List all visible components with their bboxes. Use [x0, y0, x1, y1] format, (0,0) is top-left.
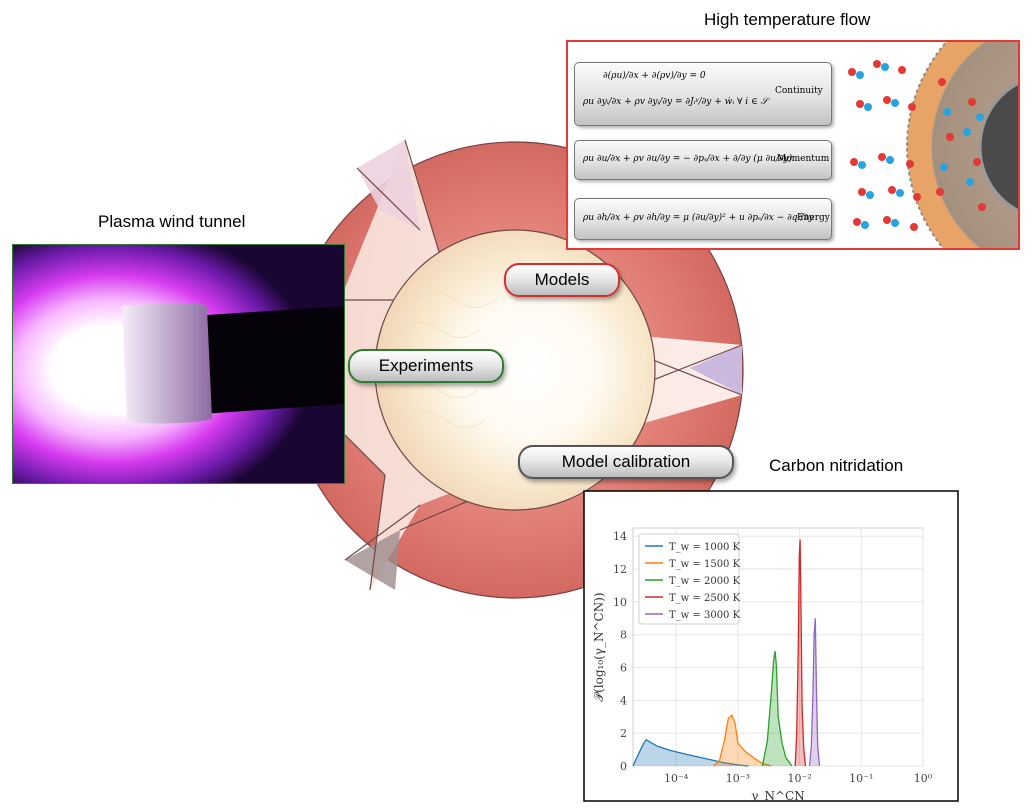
bottom-grey-segment — [345, 530, 400, 590]
momentum-equation-box: ρu ∂u/∂x + ρv ∂u/∂y = − ∂pₛ/∂x + ∂/∂y (μ… — [574, 140, 832, 180]
legend-entry: T_w = 2500 K — [669, 593, 741, 604]
legend-box — [638, 533, 740, 625]
y-tick-label: 14 — [613, 530, 627, 543]
experiments-button[interactable]: Experiments — [348, 349, 504, 383]
continuity-label: Continuity — [775, 86, 823, 96]
legend-entry: T_w = 2000 K — [669, 576, 741, 587]
right-lavender-segment — [690, 345, 742, 395]
molecule-flow-illustration — [848, 42, 1018, 248]
legend-entry: T_w = 1500 K — [669, 559, 741, 570]
momentum-label: Momentum — [777, 154, 830, 164]
x-tick-label: 10⁻² — [787, 772, 811, 785]
plot-area: 0 2 4 6 8 10 12 14 10⁻⁴ 10⁻³ 10⁻² 10⁻¹ 10⁰ T_w = 1000… — [592, 527, 933, 802]
models-button[interactable]: Models — [504, 263, 620, 297]
y-tick-label: 12 — [613, 563, 627, 576]
legend-entry: T_w = 1000 K — [669, 542, 741, 553]
y-tick-label: 0 — [620, 760, 627, 773]
x-tick-label: 10⁻¹ — [849, 772, 873, 785]
series-line — [794, 539, 807, 767]
series-area — [713, 715, 772, 766]
energy-label: Energy — [797, 213, 830, 223]
series-area — [762, 651, 792, 766]
model-calibration-button[interactable]: Model calibration — [518, 445, 734, 479]
momentum-equation: ρu ∂u/∂x + ρv ∂u/∂y = − ∂pₛ/∂x + ∂/∂y (μ… — [583, 154, 793, 164]
high-temp-flow-panel: ∂(ρu)/∂x + ∂(ρv)/∂y = 0 ρu ∂yᵢ/∂x + ρv ∂… — [566, 40, 1020, 250]
body-surface — [978, 81, 1018, 213]
plasma-wind-tunnel-photo — [12, 244, 345, 484]
series-line — [712, 713, 772, 767]
top-light-segment — [357, 140, 420, 230]
plasma-wind-tunnel-title: Plasma wind tunnel — [98, 212, 246, 231]
y-tick-label: 10 — [613, 596, 627, 609]
energy-equation-box: ρu ∂h/∂x + ρv ∂h/∂y = μ (∂u/∂y)² + u ∂pₛ… — [574, 198, 832, 240]
series-line — [808, 618, 821, 767]
y-tick-label: 6 — [620, 662, 627, 675]
y-tick-label: 8 — [620, 629, 627, 642]
boundary-layer — [931, 42, 1018, 248]
x-tick-label: 10⁻⁴ — [664, 772, 689, 785]
sample-holder — [192, 306, 345, 414]
high-temp-flow-title: High temperature flow — [704, 10, 871, 29]
continuity-equation-2: ρu ∂yᵢ/∂x + ρv ∂yᵢ/∂y = ∂Jᵢʸ/∂y + ẇᵢ ∀ i… — [583, 97, 768, 107]
y-tick-label: 4 — [620, 694, 627, 707]
energy-equation: ρu ∂h/∂x + ρv ∂h/∂y = μ (∂u/∂y)² + u ∂pₛ… — [583, 213, 814, 223]
x-tick-label: 10⁻³ — [726, 772, 750, 785]
continuity-equation-1: ∂(ρu)/∂x + ∂(ρv)/∂y = 0 — [603, 71, 706, 81]
continuity-equation-box: ∂(ρu)/∂x + ∂(ρv)/∂y = 0 ρu ∂yᵢ/∂x + ρv ∂… — [574, 62, 832, 126]
y-axis-label: 𝒫(log₁₀(γ_N^CN)) — [592, 592, 606, 701]
y-tick-label: 2 — [620, 727, 627, 740]
test-specimen — [122, 302, 212, 424]
carbon-nitridation-title: Carbon nitridation — [769, 456, 904, 475]
carbon-nitridation-chart: 0 2 4 6 8 10 12 14 10⁻⁴ 10⁻³ 10⁻² 10⁻¹ 10⁰ T_w = 1000… — [583, 490, 959, 802]
legend-entry: T_w = 3000 K — [669, 610, 741, 621]
series-line — [632, 738, 749, 767]
series-area — [633, 739, 749, 766]
x-axis-label: γ_N^CN — [751, 789, 804, 802]
x-tick-label: 10⁰ — [914, 772, 933, 785]
series-line — [761, 651, 793, 767]
